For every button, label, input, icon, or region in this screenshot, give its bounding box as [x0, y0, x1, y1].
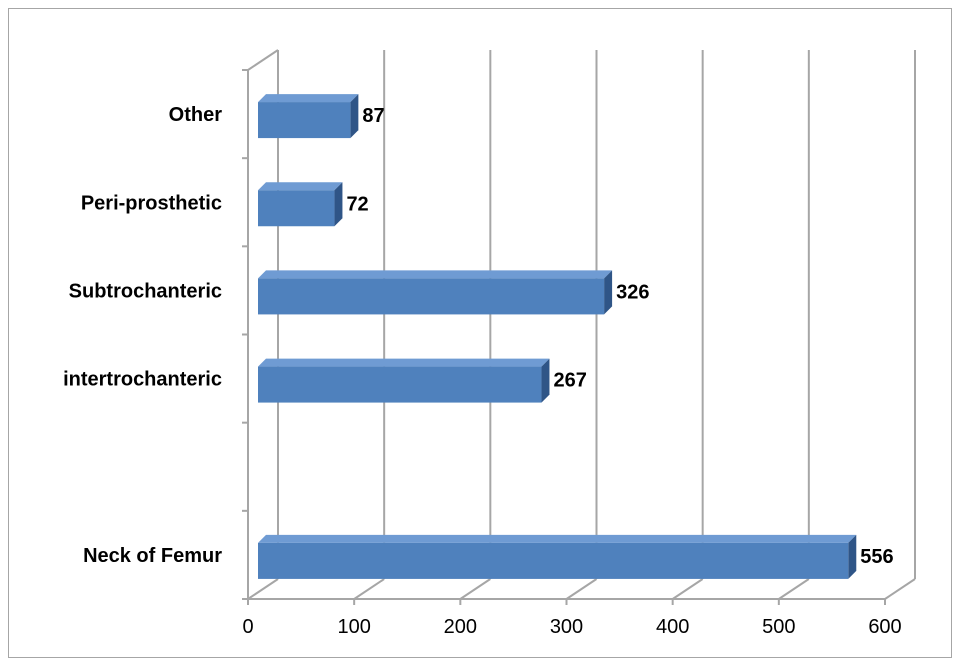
category-label: Neck of Femur	[83, 545, 222, 567]
floor-gridline	[247, 578, 279, 600]
x-tick-label: 400	[656, 616, 689, 638]
bar-top-face	[258, 182, 343, 191]
x-tick-label: 500	[762, 616, 795, 638]
grid-layer	[247, 50, 916, 600]
bar-side-face	[848, 534, 857, 579]
data-label: 267	[553, 370, 586, 392]
axes-layer	[242, 49, 886, 605]
bar	[258, 182, 343, 227]
category-label: Peri-prosthetic	[81, 192, 222, 214]
bar-front-face	[258, 102, 351, 139]
floor-gridline	[884, 578, 916, 600]
chart-frame: 0 100 200 300 400 500 600 Neck of Femur 556 inter…	[8, 8, 952, 658]
wall-edge-top	[247, 49, 279, 71]
bar-side-face	[350, 94, 359, 139]
bar-top-face	[258, 270, 613, 279]
bar	[258, 94, 359, 139]
category-label: Subtrochanteric	[69, 280, 222, 302]
bar	[258, 534, 857, 579]
x-tick-label: 100	[337, 616, 370, 638]
bar-top-face	[258, 358, 550, 367]
bar-front-face	[258, 542, 849, 579]
x-tick-label: 200	[444, 616, 477, 638]
floor-gridline	[459, 578, 491, 600]
category-label: Other	[169, 104, 223, 126]
x-tick-label: 600	[868, 616, 901, 638]
floor-gridline	[672, 578, 704, 600]
bar-front-face	[258, 190, 335, 227]
bar-chart: 0 100 200 300 400 500 600 Neck of Femur 556 inter…	[63, 49, 916, 638]
bar-top-face	[258, 534, 857, 543]
x-tick-label: 0	[242, 616, 253, 638]
bar-side-face	[604, 270, 613, 315]
bars-layer	[258, 94, 857, 579]
data-label: 87	[362, 105, 384, 127]
bar-front-face	[258, 278, 605, 315]
data-label: 72	[346, 193, 368, 215]
bar-front-face	[258, 366, 542, 403]
data-label: 556	[860, 546, 893, 568]
category-label: intertrochanteric	[63, 369, 222, 391]
floor-gridline	[778, 578, 810, 600]
bar	[258, 270, 613, 315]
floor-gridline	[565, 578, 598, 600]
data-label: 326	[616, 281, 649, 303]
bar-side-face	[541, 358, 550, 403]
bar-top-face	[258, 94, 359, 103]
floor-gridline	[353, 578, 385, 600]
x-tick-label: 300	[550, 616, 583, 638]
labels-layer: 0 100 200 300 400 500 600 Neck of Femur 556 inter…	[63, 104, 902, 638]
bar-side-face	[334, 182, 343, 227]
bar	[258, 358, 550, 403]
